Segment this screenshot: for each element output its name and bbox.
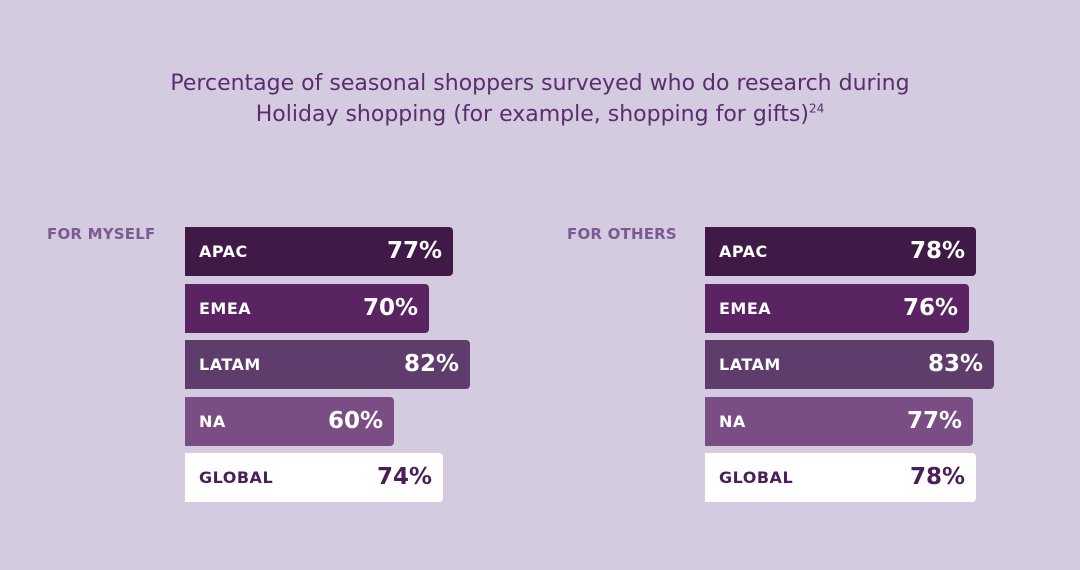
- bar-value-label: 82%: [403, 351, 459, 377]
- bar-value-label: 77%: [386, 238, 442, 264]
- bar-for-others-global: GLOBAL 78%: [705, 453, 976, 502]
- footnote-marker: 24: [808, 101, 825, 116]
- bar-for-myself-global: GLOBAL 74%: [185, 453, 443, 502]
- bar-category-label: NA: [719, 411, 746, 431]
- bar-value-label: 60%: [327, 407, 383, 434]
- chart-title-line-2: Holiday shopping (for example, shopping …: [0, 99, 1080, 130]
- bar-for-others-latam: LATAM 83%: [705, 340, 994, 389]
- chart-title-line-2-text: Holiday shopping (for example, shopping …: [255, 102, 809, 127]
- bar-category-label: APAC: [719, 242, 768, 261]
- bar-category-label: NA: [199, 411, 226, 431]
- bar-category-label: EMEA: [719, 298, 772, 318]
- bar-category-label: GLOBAL: [719, 468, 794, 487]
- bar-value-label: 74%: [376, 464, 432, 490]
- panel-label-for-myself: FOR MYSELF: [47, 225, 156, 243]
- bar-for-others-na: NA 77%: [705, 396, 973, 446]
- chart-title-line-1: Percentage of seasonal shoppers surveyed…: [170, 71, 910, 96]
- bar-for-others-apac: APAC 78%: [705, 227, 976, 276]
- bar-value-label: 83%: [927, 351, 983, 377]
- bar-value-label: 78%: [909, 238, 965, 264]
- bar-value-label: 76%: [902, 294, 958, 321]
- bar-for-myself-latam: LATAM 82%: [185, 340, 470, 389]
- bar-for-myself-apac: APAC 77%: [185, 227, 453, 276]
- bar-category-label: LATAM: [719, 355, 781, 374]
- bar-category-label: EMEA: [199, 298, 252, 318]
- bar-for-myself-emea: EMEA 70%: [185, 283, 429, 333]
- bar-value-label: 77%: [906, 407, 962, 434]
- bar-for-myself-na: NA 60%: [185, 396, 394, 446]
- panel-label-for-others: FOR OTHERS: [567, 225, 677, 243]
- bar-category-label: GLOBAL: [199, 468, 274, 487]
- bar-category-label: LATAM: [199, 355, 261, 374]
- bar-category-label: APAC: [199, 242, 248, 261]
- chart-title: Percentage of seasonal shoppers surveyed…: [0, 68, 1080, 130]
- bar-value-label: 78%: [909, 464, 965, 490]
- bar-value-label: 70%: [362, 294, 418, 321]
- bar-for-others-emea: EMEA 76%: [705, 283, 969, 333]
